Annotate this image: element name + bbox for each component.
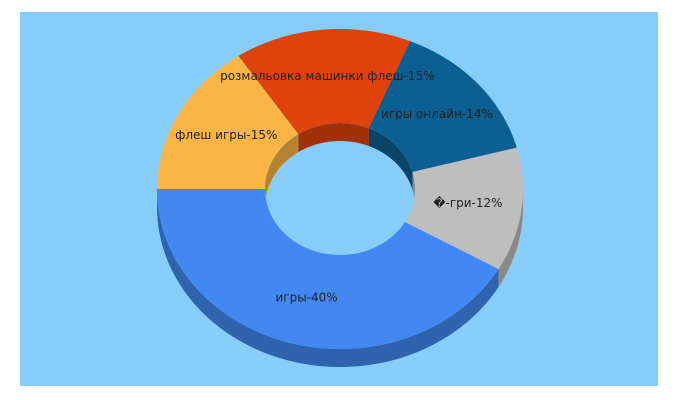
- donut-segment: [404, 147, 523, 269]
- outer-wall: [498, 189, 523, 287]
- inner-wall: [265, 134, 299, 207]
- side-walls: [157, 189, 523, 367]
- data-label: игры онлайн-14%: [381, 107, 493, 121]
- inner-wall: [298, 123, 369, 153]
- data-label: �-гри-12%: [433, 196, 502, 210]
- donut-segment: [157, 55, 299, 190]
- top-faces: [157, 29, 523, 349]
- data-label: игры-40%: [276, 291, 338, 305]
- data-label: розмальовка машинки флеш-15%: [220, 69, 435, 83]
- donut-segment: [368, 41, 517, 172]
- donut-segment: [238, 29, 411, 135]
- data-label: флеш игры-15%: [175, 128, 277, 142]
- donut-segment: [157, 189, 499, 349]
- inner-wall: [368, 128, 413, 190]
- labels: игры-40% �-гри-12% игры онлайн-14% розмальо…: [175, 69, 503, 305]
